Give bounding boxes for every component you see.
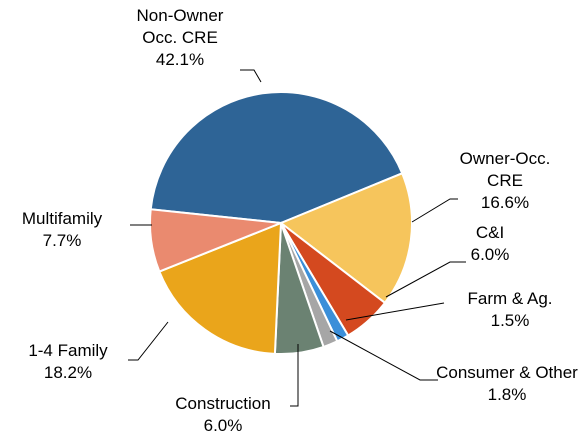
leader-line [240,69,262,83]
slice-value: 1.5% [490,311,530,330]
leader-line [385,261,466,298]
leader-line [345,302,445,321]
slice-name: Consumer & Other [436,363,578,382]
leader-line [128,321,169,361]
slice-label: C&I 6.0% [450,222,530,266]
slice-value: 16.6% [480,193,530,212]
leader-line [411,198,458,223]
slice-label: Construction 6.0% [148,393,298,437]
pie-slice [149,208,282,273]
leader-line [290,344,299,407]
slice-label: Owner-Occ. CRE 16.6% [440,148,570,214]
slice-label: Farm & Ag. 1.5% [440,288,580,332]
pie-slice [158,221,283,355]
slice-name: C&I [475,223,505,242]
slice-name: Owner-Occ. CRE [459,149,551,190]
slice-label: Multifamily 7.7% [2,208,122,252]
slice-value: 42.1% [155,50,205,69]
slice-value: 7.7% [42,231,82,250]
pie-slice [149,91,404,225]
slice-label: Non-Owner Occ. CRE 42.1% [120,5,240,71]
slice-name: Multifamily [21,209,103,228]
slice-value: 18.2% [43,363,93,382]
slice-name: Farm & Ag. [467,289,553,308]
slice-label: Consumer & Other 1.8% [432,362,582,406]
slice-value: 1.8% [487,385,527,404]
slice-value: 6.0% [470,245,510,264]
slice-name: Non-Owner Occ. CRE [136,6,224,47]
slice-value: 6.0% [203,416,243,435]
slice-name: 1-4 Family [28,341,108,360]
leader-line [329,330,438,381]
slice-label: 1-4 Family 18.2% [8,340,128,384]
slice-name: Construction [175,394,271,413]
